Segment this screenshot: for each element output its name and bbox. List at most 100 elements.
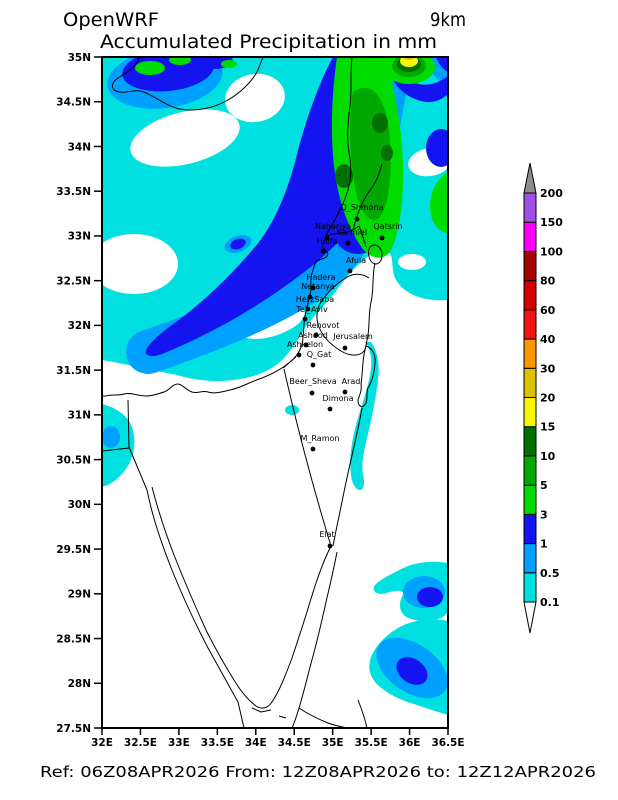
dead-sea: [357, 345, 376, 408]
city-label-Ashdod: Ashdod: [298, 331, 328, 340]
cyprus-coastline: [111, 57, 264, 111]
colorbar-segment: [523, 367, 537, 398]
city-dot-Rehovot: [313, 332, 319, 338]
lat-tick-label: 28.5N: [56, 633, 91, 645]
colorbar-segment: [523, 543, 537, 574]
lat-tick-label: 30N: [68, 499, 91, 511]
city-dot-Elat: [327, 543, 333, 549]
city-label-Hadera: Hadera: [306, 273, 335, 282]
colorbar-above-max-arrow: [523, 162, 537, 194]
red-sea-coast: [298, 707, 349, 728]
city-label-Q_Gat: Q_Gat: [307, 350, 332, 359]
city-dot-Q_Gat: [310, 362, 316, 368]
precip-region-0.5: [102, 426, 120, 448]
lat-tick-label: 29N: [68, 589, 91, 601]
lat-tick-label: 34.5N: [56, 97, 91, 109]
city-dot-Jerusalem: [342, 345, 348, 351]
lat-tick-label: 34N: [68, 141, 91, 153]
axes: 35N 34.5N 34N 33.5N 33N 32.5N 32N 31.5N 31N 30.5N…: [56, 52, 464, 749]
city-label-HerzSaba: HerzSaba: [296, 295, 334, 304]
city-dot-Arad: [342, 389, 348, 395]
city-label-Beer_Sheva: Beer_Sheva: [289, 377, 336, 386]
city-label-Dimona: Dimona: [322, 394, 353, 403]
city-dot-Nahariya: [324, 235, 330, 241]
precip-region-white: [225, 73, 285, 123]
colorbar-label: 150: [540, 216, 563, 229]
footer-reference: Ref: 06Z08APR2026 From: 12Z08APR2026 to:…: [40, 763, 596, 781]
city-label-Karmiel: Karmiel: [337, 228, 367, 237]
colorbar: 0.1 0.5 1 3 5 10 15 20 30 40 60 80 100 150 200: [523, 162, 563, 634]
city-dot-Dimona: [327, 406, 333, 412]
city-label-Tel_Aviv: Tel_Aviv: [295, 305, 328, 314]
colorbar-label: 5: [540, 479, 548, 492]
city-label-Rehovot: Rehovot: [307, 321, 340, 330]
lat-tick-label: 32.5N: [56, 275, 91, 287]
precipitation-field: [102, 57, 448, 715]
precip-region-0.1: [350, 342, 379, 490]
lon-tick-label: 36.5E: [431, 737, 464, 749]
city-dot-Hadera: [310, 285, 316, 291]
arava-border: [332, 407, 363, 547]
colorbar-label: 200: [540, 187, 563, 200]
precip-region-10: [335, 164, 353, 188]
precip-region-15: [400, 57, 418, 67]
colorbar-segment: [523, 250, 537, 282]
precip-region-10: [372, 113, 388, 133]
colorbar-label: 40: [540, 333, 556, 346]
colorbar-label: 80: [540, 275, 556, 288]
city-label-Arad: Arad: [342, 377, 361, 386]
lat-tick-label: 35N: [68, 52, 91, 64]
lat-tick-label: 32N: [68, 320, 91, 332]
lon-tick-label: 35E: [322, 737, 344, 749]
egypt-israel-border: [283, 368, 332, 547]
colorbar-segment: [523, 455, 537, 486]
city-label-Afula: Afula: [346, 256, 366, 265]
west-bank-border: [316, 273, 370, 356]
golan-border: [358, 225, 367, 248]
lat-tick-label: 28N: [68, 678, 91, 690]
colorbar-label: 20: [540, 392, 556, 405]
city-dot-Q_Shmona: [354, 216, 360, 222]
city-label-Nahariya: Nahariya: [315, 222, 351, 231]
lat-tick-label: 30.5N: [56, 454, 91, 466]
precip-region-1: [426, 129, 448, 167]
gulf-of-aqaba-east-coast: [291, 551, 338, 728]
colorbar-segment: [523, 192, 537, 223]
city-label-M_Ramon: M_Ramon: [301, 434, 340, 443]
city-dot-Tel_Aviv: [302, 316, 308, 322]
precip-region-1: [396, 657, 428, 685]
city-dot-HerzSaba: [305, 306, 311, 312]
gulf-of-suez-west-coast: [146, 489, 245, 728]
suez-canal: [127, 399, 148, 491]
city-label-Jerusalem: Jerusalem: [332, 332, 373, 341]
colorbar-label: 100: [540, 245, 563, 258]
colorbar-segment: [523, 513, 537, 545]
precip-region-3: [169, 57, 191, 65]
colorbar-label: 3: [540, 508, 548, 521]
precip-region-10: [381, 145, 393, 161]
border-stub-west: [102, 447, 130, 452]
precip-region-1: [417, 587, 443, 607]
lon-tick-label: 35.5E: [355, 737, 388, 749]
precip-region-3: [135, 61, 165, 75]
lon-tick-label: 34E: [245, 737, 267, 749]
lat-tick-label: 27.5N: [56, 723, 91, 735]
colorbar-segment: [523, 221, 537, 252]
colorbar-label: 30: [540, 362, 556, 375]
map-frame-border: [101, 56, 449, 729]
city-dot-Netanya: [307, 294, 313, 300]
israel-lebanon-border: [326, 225, 360, 237]
model-name: OpenWRF: [63, 9, 159, 31]
city-label-Elat: Elat: [319, 530, 334, 539]
precip-region-white: [102, 234, 178, 294]
city-dot-M_Ramon: [310, 446, 316, 452]
colorbar-below-min-arrow: [523, 601, 537, 634]
city-dot-Afula: [347, 268, 353, 274]
geography-outlines: [102, 57, 383, 728]
colorbar-label: 1: [540, 538, 548, 551]
city-label-Haifa: Haifa: [317, 237, 338, 246]
precip-region-3: [430, 172, 448, 234]
lat-tick-label: 29.5N: [56, 544, 91, 556]
